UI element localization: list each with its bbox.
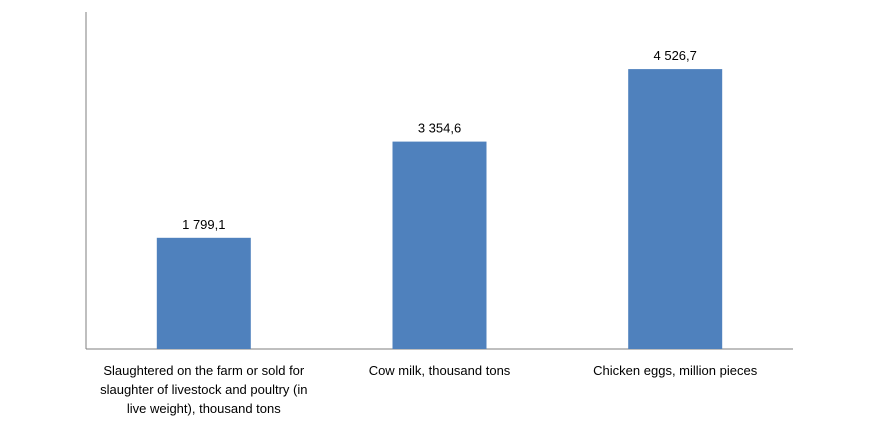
category-label-2: Cow milk, thousand tons xyxy=(369,363,511,378)
bar-3 xyxy=(628,69,723,349)
bars-group xyxy=(156,69,723,349)
data-labels-group: 1 799,1 3 354,6 4 526,7 xyxy=(182,48,697,232)
data-label-3: 4 526,7 xyxy=(654,48,697,63)
bar-1 xyxy=(156,237,251,349)
data-label-2: 3 354,6 xyxy=(418,121,461,136)
category-label-3: Chicken eggs, million pieces xyxy=(593,363,758,378)
bar-2 xyxy=(392,141,487,349)
category-label-1-line-2: slaughter of livestock and poultry (in xyxy=(100,382,307,397)
data-label-1: 1 799,1 xyxy=(182,217,225,232)
category-label-1-line-1: Slaughtered on the farm or sold for xyxy=(103,363,305,378)
category-label-1-line-3: live weight), thousand tons xyxy=(127,401,281,416)
category-labels-group: Slaughtered on the farm or sold for slaug… xyxy=(100,363,758,416)
